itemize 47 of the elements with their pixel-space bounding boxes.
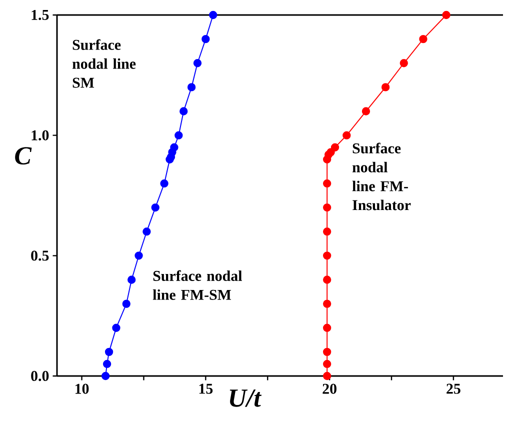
x-tick-label: 20: [322, 384, 336, 394]
y-tick-label: 1.0: [32, 130, 49, 140]
point: [322, 360, 332, 368]
point: [104, 348, 114, 356]
x-tick-label: 25: [446, 384, 460, 394]
point: [362, 107, 370, 116]
point: [112, 324, 120, 332]
point: [342, 131, 351, 140]
point: [322, 203, 332, 212]
point: [187, 83, 196, 92]
point: [127, 276, 136, 284]
y-tick-label: 0.0: [31, 370, 49, 382]
point: [174, 131, 183, 140]
x-tick-label: 15: [199, 384, 213, 394]
point: [442, 10, 450, 20]
point: [193, 59, 202, 68]
point: [381, 83, 390, 92]
point: [134, 252, 143, 260]
point: [419, 34, 428, 44]
point: [322, 300, 332, 308]
point: [322, 348, 332, 356]
point: [202, 34, 210, 44]
point: [322, 372, 332, 380]
point: [322, 179, 332, 188]
point: [151, 203, 160, 212]
y-tick-label: 1.5: [32, 10, 49, 20]
x-tick-label: 10: [76, 384, 89, 394]
point: [180, 107, 188, 116]
annotation: Surface nodal line FM-SM: [152, 270, 242, 300]
x-axis-title: U/t: [230, 390, 262, 407]
point: [170, 143, 178, 152]
point: [122, 300, 130, 308]
point: [322, 324, 332, 332]
point: [400, 59, 408, 68]
point: [102, 360, 112, 368]
point: [322, 228, 332, 236]
point: [330, 143, 340, 152]
point: [322, 276, 332, 284]
point: [322, 252, 332, 260]
point: [142, 228, 151, 236]
y-axis-title: C: [15, 147, 32, 164]
point: [160, 179, 168, 188]
annotation: Surface nodal line FM-Insulator: [352, 142, 411, 210]
point: [101, 372, 110, 380]
y-tick-label: 0.5: [31, 250, 49, 261]
point: [209, 10, 218, 20]
annotation: Surface nodal line SM: [72, 39, 136, 88]
